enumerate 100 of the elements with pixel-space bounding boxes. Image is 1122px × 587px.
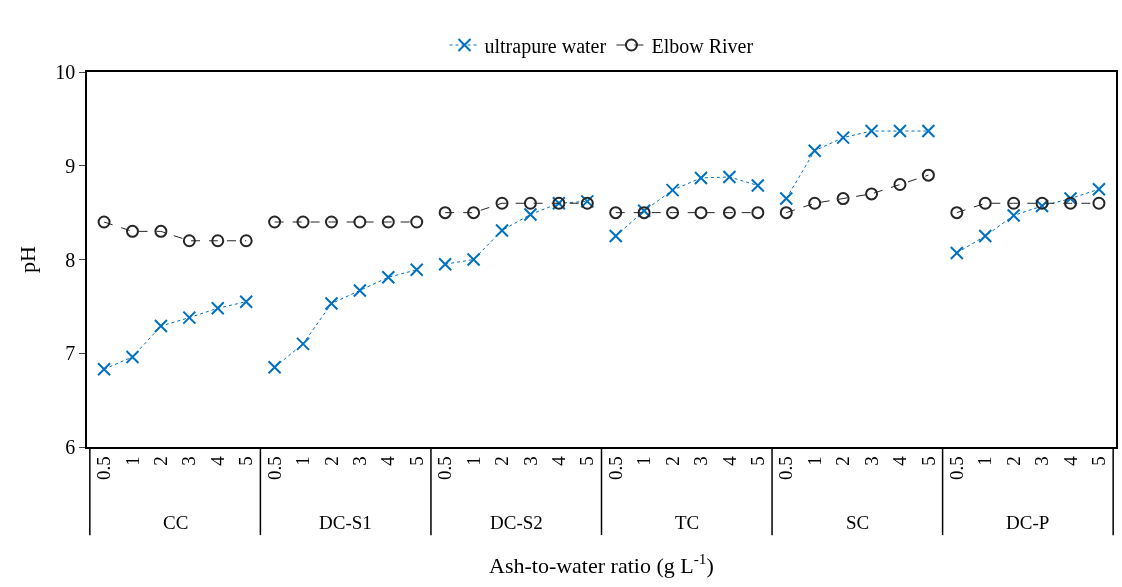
y-tick-label: 6 [65,436,76,458]
x-tick-label: 2 [320,456,342,466]
point [210,301,225,316]
x-tick-label: 3 [1031,456,1053,466]
point [324,296,339,311]
text: CC [163,512,189,533]
x-tick-label: 3 [860,456,882,466]
point [722,170,737,184]
point [125,224,139,238]
point [182,310,197,325]
point [1092,196,1106,210]
point [836,130,851,145]
point [950,206,964,220]
point [949,245,964,260]
x-tick-label: 1 [292,456,314,466]
point [438,206,452,220]
point [182,234,196,248]
x-tick-label: 5 [1088,456,1110,466]
point [211,234,225,248]
point [239,234,253,248]
point [97,362,112,377]
point [865,187,879,201]
x-tick-label: 4 [206,455,228,466]
x-tick-label: 0.5 [263,456,285,481]
x-tick-label: 3 [519,456,541,466]
point [921,124,936,139]
x-tick-label: 2 [832,456,854,466]
legend-label: ultrapure water [484,34,607,58]
x-tick-label: 0.5 [945,456,967,481]
point [523,196,537,210]
point [154,224,168,238]
point [409,262,424,277]
x-tick-label: 0.5 [604,456,626,481]
point [608,229,623,244]
point [751,206,765,220]
point [893,178,907,191]
x-tick-label: 0.5 [775,456,797,481]
text: DC-S1 [319,512,372,533]
point [1063,191,1078,206]
x-tick-label: 3 [690,456,712,466]
x-tick-label: 2 [491,456,513,466]
point [1007,196,1021,210]
x-tick-label: 4 [377,455,399,466]
x-tick-label: 4 [548,455,570,466]
x-tick-label: 5 [747,456,769,466]
point [495,223,510,238]
point [523,207,538,222]
point [609,206,623,220]
point [381,215,395,229]
text: SC [846,512,870,533]
x-tick-label: 3 [349,456,371,466]
point [892,124,907,139]
y-tick-label: 7 [65,342,76,365]
point [779,206,793,220]
point [808,196,822,210]
x-tick-label: 4 [718,455,740,466]
x-tick-label: 2 [661,456,683,466]
x-tick-label: 5 [576,456,598,466]
point [296,215,310,229]
point [864,124,879,139]
point [381,270,396,285]
text: DC-S2 [490,512,543,533]
x-tick-label: 4 [889,455,911,466]
x-tick-label: 0.5 [434,456,456,481]
point [693,170,708,185]
point [410,215,424,229]
point [267,360,282,375]
y-axis-title: pH [14,245,40,273]
point [97,215,111,229]
x-tick-label: 1 [121,456,143,466]
point [352,283,367,298]
point [239,294,254,309]
x-tick-label: 5 [917,456,939,466]
point [807,143,822,158]
point [978,229,993,244]
x-tick-label: 2 [1002,456,1024,466]
x-tick-label: 1 [462,456,484,466]
x-axis-title: Ash-to-water ratio (g L$^{-1}$) [489,550,714,579]
x-tick-label: 5 [405,456,427,466]
point [467,206,481,220]
point [1006,208,1021,223]
point [353,215,367,229]
point [466,252,481,267]
point [1035,199,1050,214]
point [438,257,453,272]
point [666,206,680,220]
x-tick-label: 2 [150,456,172,466]
point [694,206,708,220]
x-tick-label: 1 [633,456,655,466]
point [779,191,794,206]
x-tick-label: 1 [974,456,996,466]
point [665,183,680,198]
point [125,350,140,364]
point [921,168,935,182]
point [1091,182,1106,197]
x-tick-label: 3 [178,456,200,466]
point [1035,196,1049,210]
x-tick-label: 1 [803,456,825,466]
point [750,178,765,193]
point [324,215,338,229]
